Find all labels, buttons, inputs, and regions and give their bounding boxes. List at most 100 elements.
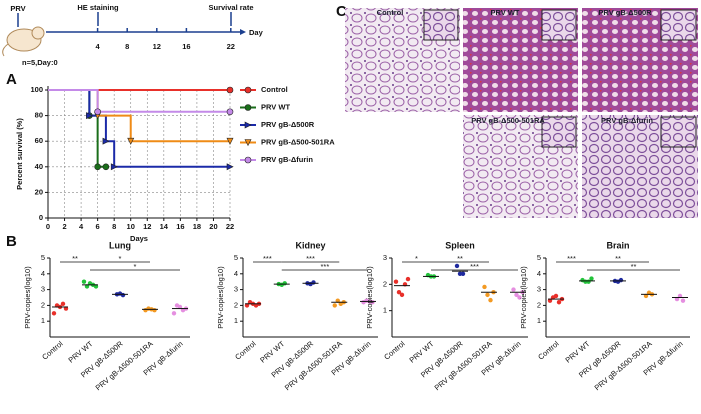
y-tick-label: 20	[35, 187, 43, 196]
y-tick-label: 3	[234, 285, 238, 294]
significance-label: *	[415, 254, 418, 263]
timeline-tick-label: 4	[96, 42, 101, 51]
data-point	[589, 276, 594, 281]
panel-letter: B	[6, 233, 17, 250]
legend-marker	[244, 156, 252, 164]
data-point	[393, 279, 399, 284]
y-tick-label: 2	[234, 300, 238, 309]
chart-title: Spleen	[445, 240, 475, 250]
data-point	[171, 311, 177, 316]
data-point	[485, 292, 490, 298]
y-tick-label: 40	[35, 162, 43, 171]
significance-label: ***	[263, 254, 272, 263]
y-axis-label: Percent survival (%)	[15, 118, 24, 190]
x-tick-label: PRV WT	[564, 339, 592, 365]
y-tick-label: 3	[383, 253, 387, 262]
x-tick-label: Control	[233, 339, 258, 362]
x-tick-label: 16	[176, 222, 184, 231]
data-point	[511, 287, 516, 292]
image-label: Control	[377, 8, 404, 17]
data-point	[60, 301, 66, 307]
x-tick-label: 18	[193, 222, 201, 231]
y-tick-label: 3	[41, 285, 45, 294]
mouse-tail	[2, 43, 9, 57]
image-label: PRV gB-Δ500-501RA	[471, 116, 545, 125]
legend-label: PRV gB-Δ500R	[261, 120, 315, 129]
y-axis-label: PRV-copies(log10)	[23, 266, 32, 329]
chart-title: Lung	[109, 240, 131, 250]
marker	[127, 137, 135, 145]
data-point	[517, 295, 522, 300]
survival-line	[48, 89, 230, 143]
x-tick-label: 10	[127, 222, 135, 231]
marker	[226, 163, 234, 171]
marker	[102, 137, 110, 145]
legend-label: PRV gB-Δ500-501RA	[261, 137, 335, 146]
inset	[541, 116, 577, 148]
x-tick-label: 12	[143, 222, 151, 231]
arrow-head	[240, 29, 246, 35]
inset	[423, 9, 459, 41]
significance-label: *	[134, 262, 137, 271]
marker	[110, 163, 118, 171]
timeline-tick-label: 12	[153, 42, 161, 51]
timeline-tick-label: 22	[227, 42, 235, 51]
significance-label: ***	[306, 254, 315, 263]
x-tick-label: Control	[536, 339, 561, 362]
data-point	[396, 290, 402, 295]
significance-label: ***	[470, 262, 479, 271]
significance-label: ***	[567, 254, 576, 263]
x-tick-label: Control	[40, 339, 65, 362]
data-point	[311, 280, 316, 285]
marker	[86, 112, 94, 120]
data-point	[120, 292, 126, 298]
y-tick-label: 5	[41, 253, 45, 262]
chart-title: Brain	[606, 240, 629, 250]
data-point	[51, 311, 57, 316]
x-tick-label: 6	[96, 222, 100, 231]
timeline-tick-label: 16	[182, 42, 190, 51]
timeline: PRV Day HE staining Survival rate n=5,Da…	[2, 3, 264, 67]
y-axis-label: PRV-copies(log10)	[519, 266, 528, 329]
y-tick-label: 2	[383, 279, 387, 288]
inset	[660, 9, 697, 41]
significance-label: **	[457, 254, 463, 263]
y-tick-label: 100	[30, 85, 43, 94]
y-tick-label: 1	[41, 316, 45, 325]
data-point	[460, 271, 466, 276]
y-tick-label: 5	[234, 253, 238, 262]
x-tick-label: 2	[62, 222, 66, 231]
event-label: HE staining	[77, 3, 119, 12]
significance-label: **	[72, 254, 78, 263]
y-tick-label: 80	[35, 111, 43, 120]
x-axis-label: Days	[130, 234, 148, 243]
data-point	[152, 307, 157, 313]
data-point	[282, 281, 287, 286]
data-point	[332, 303, 337, 308]
x-tick-label: 22	[226, 222, 234, 231]
x-tick-label: PRV WT	[67, 339, 95, 365]
legend-label: PRV gB-Δfurin	[261, 155, 313, 164]
marker	[226, 137, 234, 145]
legend-marker	[244, 104, 252, 111]
marker	[226, 86, 234, 94]
marker	[94, 108, 101, 116]
y-axis-label: PRV-copies(log10)	[216, 266, 225, 329]
survival-line	[48, 89, 230, 168]
data-point	[405, 276, 411, 282]
significance-label: **	[615, 254, 621, 263]
survival-line	[48, 89, 230, 113]
image-label: PRV WT	[490, 8, 519, 17]
y-tick-label: 4	[41, 269, 45, 278]
x-tick-label: 14	[160, 222, 169, 231]
panel-letter: C	[336, 3, 347, 20]
data-point	[81, 279, 87, 284]
data-point	[553, 293, 559, 299]
significance-label: *	[119, 254, 122, 263]
y-tick-label: 60	[35, 136, 43, 145]
x-tick-label: 4	[79, 222, 84, 231]
legend-label: PRV WT	[261, 102, 290, 111]
x-tick-label: PRV gB-Δ500-501RA	[593, 339, 654, 392]
inset	[660, 116, 697, 148]
